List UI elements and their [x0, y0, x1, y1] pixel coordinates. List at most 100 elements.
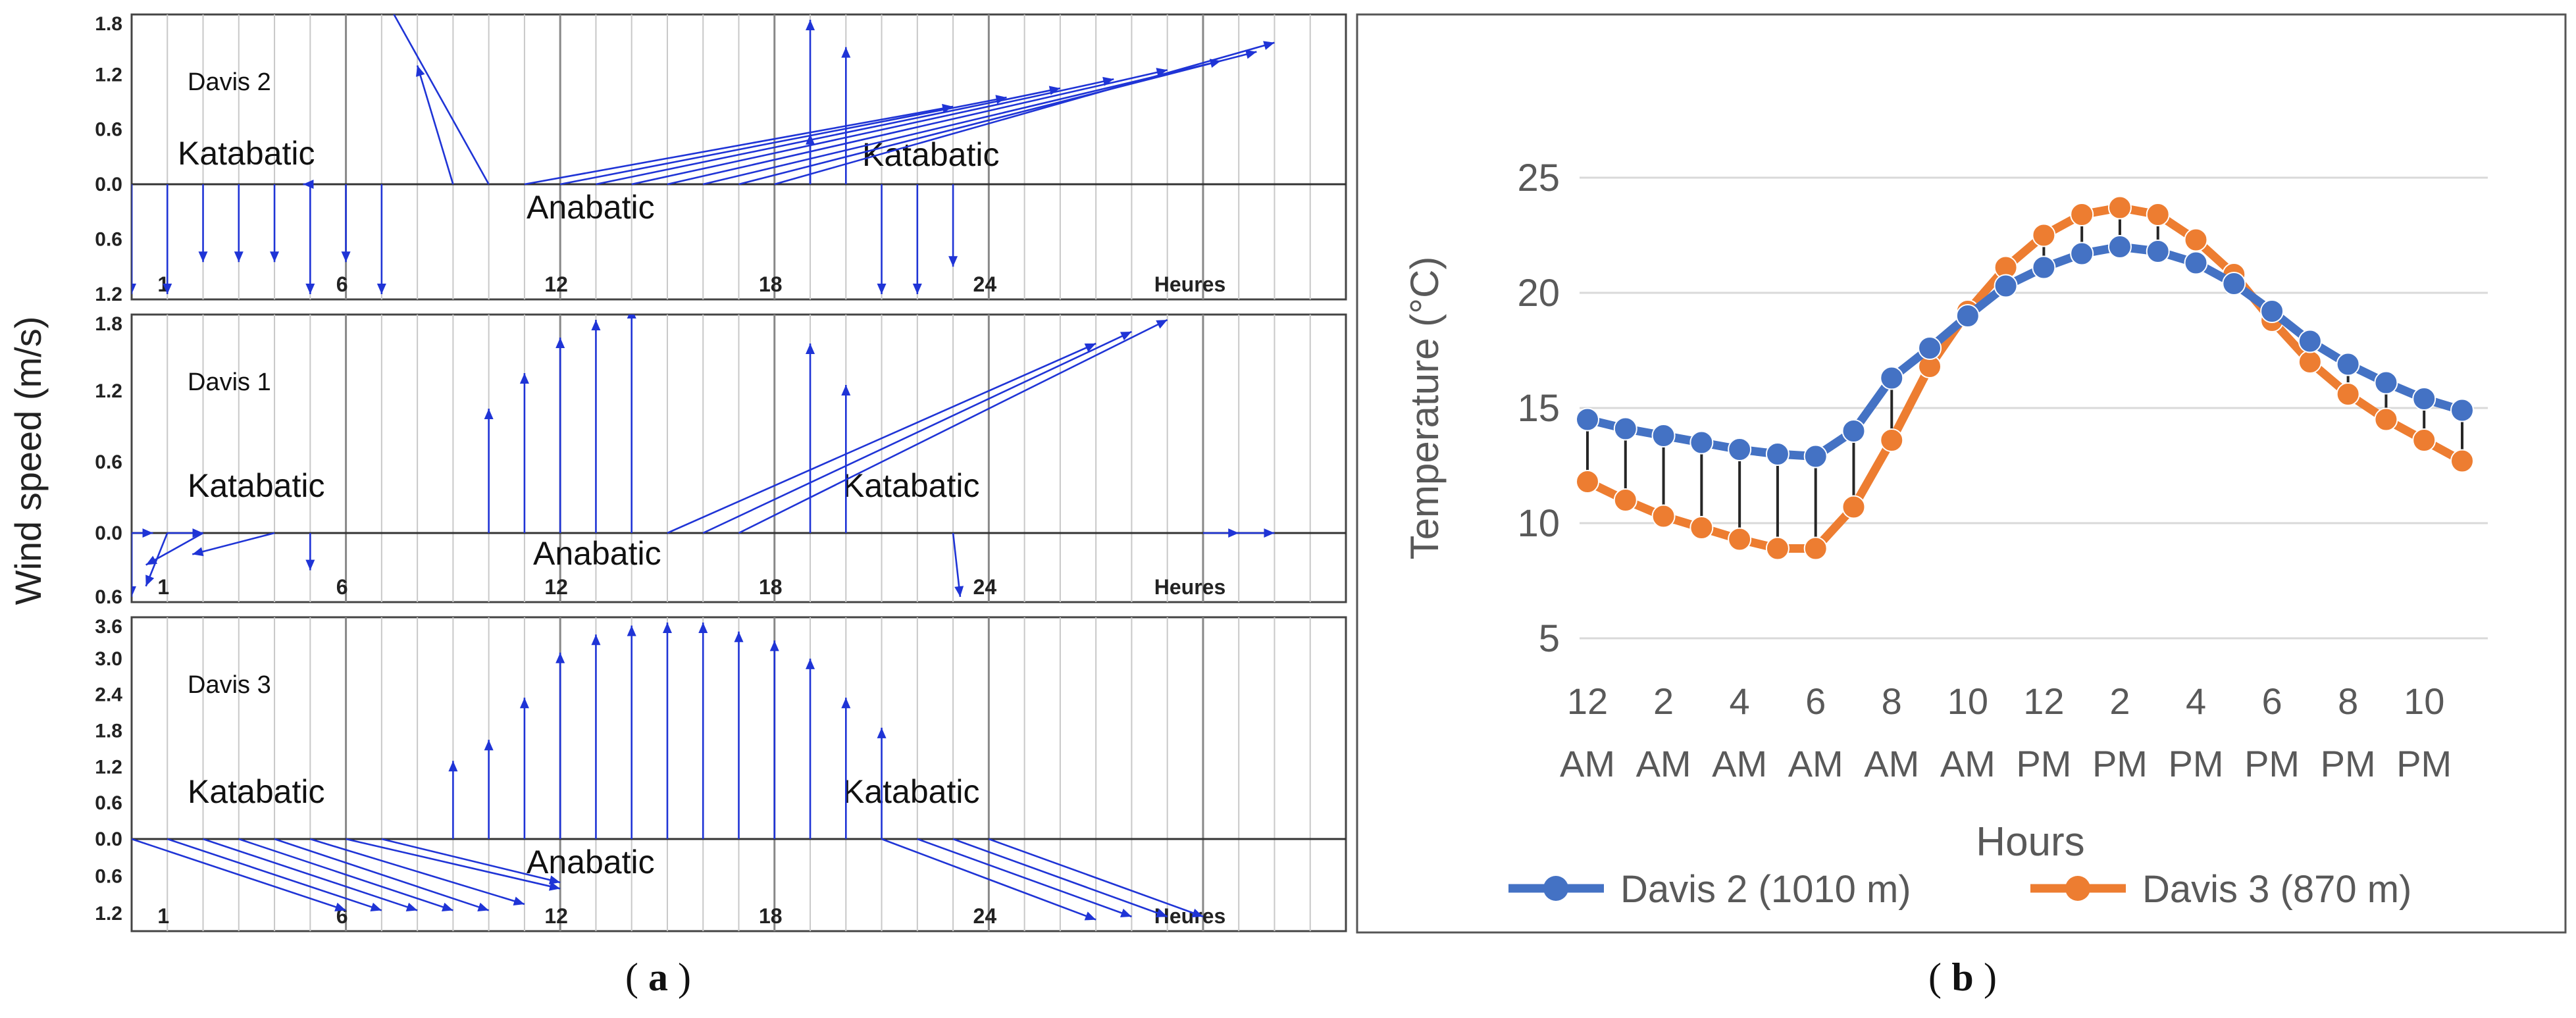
y-tick-label: 0.6 [95, 229, 122, 251]
katabatic-label-left: Katabatic [188, 773, 324, 810]
data-point [1613, 488, 1637, 512]
wind-vector [806, 658, 815, 839]
wind-vector [806, 20, 815, 184]
katabatic-label-right: Katabatic [862, 136, 999, 173]
data-point [2374, 370, 2398, 395]
wind-vector [877, 727, 887, 839]
x-tick-label: 12 [544, 575, 568, 599]
wind-vector [132, 533, 136, 597]
wind-vector [192, 532, 275, 557]
wind-vector [163, 184, 172, 294]
data-point [2298, 350, 2322, 374]
wind-vector [203, 838, 418, 912]
data-point [1803, 444, 1828, 469]
wind-vector [448, 761, 458, 839]
data-point [2032, 255, 2056, 280]
x-tick-label: PM [2244, 743, 2300, 784]
data-point [2336, 352, 2360, 376]
svg-text:(: ( [625, 955, 638, 999]
wind-vector [198, 184, 208, 263]
katabatic-label-right: Katabatic [842, 773, 979, 810]
data-point [1918, 336, 1942, 360]
data-point [2412, 387, 2436, 411]
data-point [2146, 203, 2170, 226]
wind-vector [381, 838, 561, 885]
y-tick-label: 0.0 [95, 174, 122, 195]
panel-b-x-axis-label: Hours [1976, 819, 2084, 865]
wind-vector [238, 838, 453, 912]
data-point [1765, 536, 1790, 561]
vector-group [132, 14, 1275, 294]
katabatic-label-left: Katabatic [188, 467, 324, 504]
x-tick-label: 2 [1653, 680, 1674, 722]
wind-vector [309, 838, 525, 906]
x-tick-label: 12 [2023, 680, 2064, 722]
y-tick-label: 1.2 [95, 756, 122, 778]
wind-vector [591, 634, 601, 839]
wind-vector [591, 320, 601, 533]
wind-vector [519, 698, 529, 839]
y-tick-label: 1.8 [95, 313, 122, 335]
y-tick-label: 0.6 [95, 451, 122, 473]
x-tick-label: 4 [2186, 680, 2206, 722]
data-point [2450, 449, 2474, 473]
x-tick-label: PM [2016, 743, 2071, 784]
vector-group [132, 315, 1275, 598]
wind-vector [305, 533, 315, 571]
data-point [2146, 240, 2170, 263]
wind-vector [917, 838, 1132, 918]
svg-text:(: ( [1928, 955, 1942, 999]
y-tick-label: 25 [1517, 157, 1560, 199]
x-tick-label: 2 [2109, 680, 2130, 722]
wind-vector [416, 65, 454, 185]
panel-b-legend: Davis 2 (1010 m) Davis 3 (870 m) [1508, 868, 2411, 911]
data-point [1689, 516, 1714, 540]
data-point [1728, 438, 1752, 461]
wind-vector [484, 409, 494, 533]
wind-vector [738, 49, 1257, 186]
x-tick-label: 24 [973, 272, 997, 296]
x-tick-label: 6 [336, 575, 348, 599]
caption-b-letter: b [1951, 955, 1973, 999]
wind-vector [912, 184, 922, 294]
y-tick-label: 0.0 [95, 522, 122, 544]
data-point [1842, 419, 1866, 443]
data-point [2374, 407, 2398, 432]
katabatic-label-right: Katabatic [842, 467, 979, 504]
data-point [2107, 195, 2132, 220]
data-point [1955, 304, 1980, 328]
x-tick-label: PM [2092, 743, 2148, 784]
x-tick-label: 8 [2338, 680, 2358, 722]
data-point [2450, 398, 2474, 422]
data-point [2222, 272, 2246, 295]
y-tick-label: 1.2 [95, 903, 122, 925]
wind-vector [376, 184, 386, 294]
series-davis-3-870-m [1576, 195, 2474, 561]
y-tick-label: 3.6 [95, 616, 122, 638]
data-point [2412, 428, 2436, 452]
wind-vector [877, 184, 887, 294]
x-tick-label: 24 [973, 575, 997, 599]
y-tick-label: 20 [1517, 272, 1560, 315]
y-tick-label: 0.6 [95, 866, 122, 888]
subplot-name: Davis 1 [188, 369, 271, 396]
wind-vector [346, 838, 561, 891]
wind-vector [774, 41, 1275, 186]
data-point [1728, 527, 1752, 551]
x-tick-label: AM [1712, 743, 1767, 784]
data-point [1842, 495, 1866, 519]
wind-vector [1239, 528, 1275, 538]
wind-vector [132, 528, 153, 538]
data-point [1613, 417, 1637, 441]
wind-vector [341, 184, 351, 263]
subplot-davis-1: 1.8 1.2 0.6 0.0 0.6 1 6 12 18 24 Heures Davis 1 Kata… [95, 313, 1347, 608]
data-point [1651, 504, 1676, 528]
data-point [1880, 366, 1904, 390]
x-tick-label: 24 [973, 904, 997, 928]
wind-vector [667, 342, 1096, 534]
data-point [2336, 382, 2360, 406]
data-point [1576, 407, 1599, 432]
data-point [2260, 299, 2284, 323]
